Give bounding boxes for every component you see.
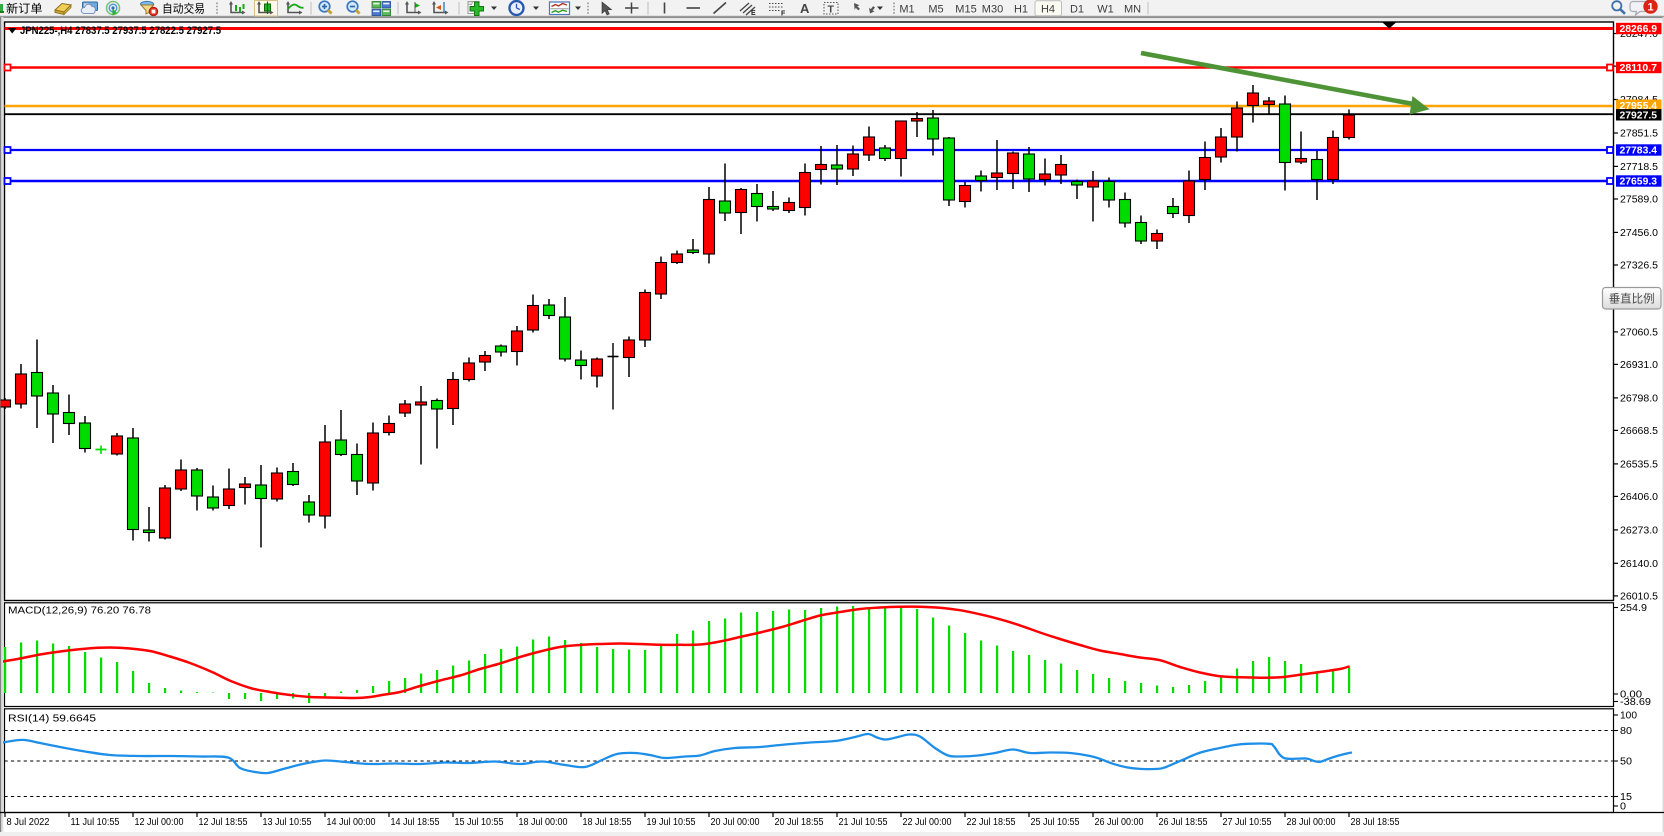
svg-text:26535.5: 26535.5 [1620,459,1658,470]
svg-text:27783.4: 27783.4 [1620,146,1658,157]
svg-text:11 Jul 10:55: 11 Jul 10:55 [71,817,120,828]
svg-text:12 Jul 00:00: 12 Jul 00:00 [135,817,184,828]
svg-text:M5: M5 [928,3,943,15]
svg-text:W1: W1 [1097,3,1114,15]
svg-text:15: 15 [1620,792,1632,803]
svg-text:26273.0: 26273.0 [1620,525,1658,536]
svg-text:13 Jul 10:55: 13 Jul 10:55 [263,817,312,828]
svg-text:8 Jul 2022: 8 Jul 2022 [7,817,50,828]
svg-text:0: 0 [1620,802,1626,813]
svg-text:26 Jul 18:55: 26 Jul 18:55 [1159,817,1208,828]
svg-text:JPN225-,H4 27837.5 27937.5 27: JPN225-,H4 27837.5 27937.5 27822.5 27927… [20,25,221,37]
svg-text:20 Jul 00:00: 20 Jul 00:00 [711,817,760,828]
svg-text:50: 50 [1620,757,1632,768]
svg-text:28266.9: 28266.9 [1620,24,1658,35]
svg-text:20 Jul 18:55: 20 Jul 18:55 [775,817,824,828]
svg-text:27927.5: 27927.5 [1620,110,1658,121]
svg-text:H1: H1 [1014,3,1028,15]
svg-text:18 Jul 00:00: 18 Jul 00:00 [519,817,568,828]
svg-text:E: E [751,10,756,17]
svg-text:28110.7: 28110.7 [1620,63,1658,74]
svg-text:26010.5: 26010.5 [1620,591,1658,602]
svg-text:27 Jul 10:55: 27 Jul 10:55 [1223,817,1272,828]
svg-text:自动交易: 自动交易 [162,2,205,16]
svg-text:26668.5: 26668.5 [1620,426,1658,437]
svg-text:22 Jul 18:55: 22 Jul 18:55 [967,817,1016,828]
svg-text:28 Jul 18:55: 28 Jul 18:55 [1351,817,1400,828]
svg-text:100: 100 [1620,711,1637,722]
svg-text:28247.0: 28247.0 [1620,29,1658,40]
svg-text:D1: D1 [1070,3,1084,15]
svg-text:27456.0: 27456.0 [1620,228,1658,239]
svg-text:MN: MN [1124,3,1141,15]
svg-text:0.00: 0.00 [1620,690,1642,701]
svg-text:26931.0: 26931.0 [1620,360,1658,371]
svg-text:14 Jul 00:00: 14 Jul 00:00 [327,817,376,828]
svg-text:27955.4: 27955.4 [1620,101,1658,112]
svg-text:垂直比例: 垂直比例 [1609,292,1655,306]
svg-text:28 Jul 00:00: 28 Jul 00:00 [1287,817,1336,828]
svg-text:H4: H4 [1041,3,1055,15]
svg-text:14 Jul 18:55: 14 Jul 18:55 [391,817,440,828]
svg-text:M15: M15 [955,3,976,15]
svg-text:27718.5: 27718.5 [1620,162,1658,173]
svg-text:27589.0: 27589.0 [1620,195,1658,206]
svg-text:27851.5: 27851.5 [1620,129,1658,140]
svg-text:MACD(12,26,9) 76.20 76.78: MACD(12,26,9) 76.20 76.78 [8,606,151,617]
svg-text:26140.0: 26140.0 [1620,559,1658,570]
svg-text:26 Jul 00:00: 26 Jul 00:00 [1095,817,1144,828]
svg-text:M30: M30 [982,3,1003,15]
svg-text:18 Jul 18:55: 18 Jul 18:55 [583,817,632,828]
svg-text:22 Jul 00:00: 22 Jul 00:00 [903,817,952,828]
svg-text:27659.3: 27659.3 [1620,177,1658,188]
svg-text:26798.0: 26798.0 [1620,393,1658,404]
svg-text:1: 1 [1647,2,1653,14]
svg-text:T: T [828,4,835,16]
svg-text:新订单: 新订单 [6,2,43,16]
svg-text:A: A [800,1,810,16]
svg-text:12 Jul 18:55: 12 Jul 18:55 [199,817,248,828]
svg-text:254.9: 254.9 [1620,603,1647,614]
svg-text:27326.5: 27326.5 [1620,261,1658,272]
svg-text:25 Jul 10:55: 25 Jul 10:55 [1031,817,1080,828]
svg-text:27060.5: 27060.5 [1620,327,1658,338]
svg-text:15 Jul 10:55: 15 Jul 10:55 [455,817,504,828]
svg-text:19 Jul 10:55: 19 Jul 10:55 [647,817,696,828]
svg-text:F: F [781,11,786,18]
svg-text:RSI(14) 59.6645: RSI(14) 59.6645 [8,714,97,725]
svg-text:80: 80 [1620,726,1632,737]
svg-text:M1: M1 [899,3,914,15]
svg-text:-38.69: -38.69 [1620,697,1651,708]
svg-text:26406.0: 26406.0 [1620,492,1658,503]
svg-text:21 Jul 10:55: 21 Jul 10:55 [839,817,888,828]
